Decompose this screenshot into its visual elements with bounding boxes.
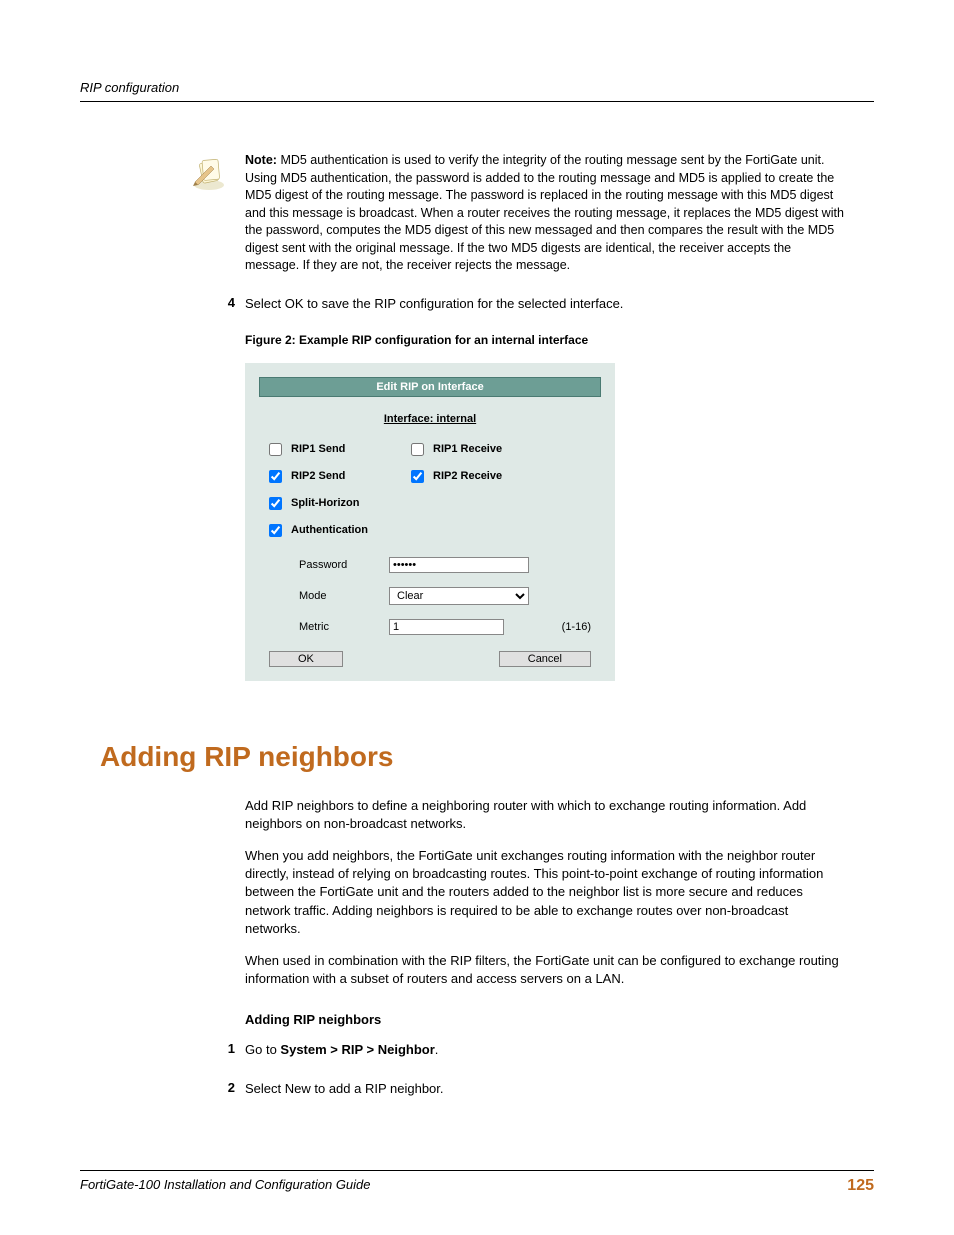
section-p2: When you add neighbors, the FortiGate un… (245, 847, 845, 938)
rip2-recv-label: RIP2 Receive (433, 470, 553, 482)
metric-input[interactable] (389, 619, 504, 635)
note-label: Note: (245, 153, 277, 167)
dialog-subtitle: Interface: internal (259, 413, 601, 425)
rip2-recv-checkbox[interactable] (411, 470, 424, 483)
note-text: Note: MD5 authentication is used to veri… (245, 152, 845, 275)
section-heading: Adding RIP neighbors (100, 741, 874, 773)
step-1-bold: System > RIP > Neighbor (280, 1042, 434, 1057)
rip1-send-label: RIP1 Send (291, 443, 411, 455)
note-body: MD5 authentication is used to verify the… (245, 153, 844, 272)
footer-doc-title: FortiGate-100 Installation and Configura… (80, 1177, 371, 1195)
step-2-number: 2 (205, 1080, 245, 1095)
page-footer: FortiGate-100 Installation and Configura… (80, 1170, 874, 1195)
step-1-post: . (435, 1042, 439, 1057)
mode-select[interactable]: Clear (389, 587, 529, 605)
page-number: 125 (847, 1177, 874, 1195)
sub-heading: Adding RIP neighbors (245, 1012, 845, 1027)
rip-dialog-figure: Edit RIP on Interface Interface: interna… (245, 363, 615, 681)
footer-rule (80, 1170, 874, 1171)
section-p1: Add RIP neighbors to define a neighborin… (245, 797, 845, 833)
step-2-text: Select New to add a RIP neighbor. (245, 1080, 444, 1098)
rip1-send-checkbox[interactable] (269, 443, 282, 456)
step-4-text: Select OK to save the RIP configuration … (245, 295, 623, 313)
step-4-row: 4 Select OK to save the RIP configuratio… (245, 295, 845, 313)
running-header: RIP configuration (80, 80, 874, 95)
cancel-button[interactable]: Cancel (499, 651, 591, 667)
dialog-title: Edit RIP on Interface (259, 377, 601, 397)
authentication-checkbox[interactable] (269, 524, 282, 537)
rip1-recv-label: RIP1 Receive (433, 443, 553, 455)
mode-label: Mode (299, 590, 389, 602)
rip2-send-checkbox[interactable] (269, 470, 282, 483)
section-p3: When used in combination with the RIP fi… (245, 952, 845, 988)
note-block: Note: MD5 authentication is used to veri… (245, 152, 845, 275)
note-icon (189, 152, 229, 192)
rip1-recv-checkbox[interactable] (411, 443, 424, 456)
header-rule (80, 101, 874, 102)
rip2-send-label: RIP2 Send (291, 470, 411, 482)
password-label: Password (299, 559, 389, 571)
ok-button[interactable]: OK (269, 651, 343, 667)
split-horizon-checkbox[interactable] (269, 497, 282, 510)
metric-range: (1-16) (562, 621, 591, 633)
authentication-label: Authentication (291, 524, 411, 536)
step-1-text: Go to System > RIP > Neighbor. (245, 1041, 438, 1059)
password-input[interactable] (389, 557, 529, 573)
step-1-row: 1 Go to System > RIP > Neighbor. (245, 1041, 845, 1059)
step-1-number: 1 (205, 1041, 245, 1056)
step-2-row: 2 Select New to add a RIP neighbor. (245, 1080, 845, 1098)
metric-label: Metric (299, 621, 389, 633)
figure-caption: Figure 2: Example RIP configuration for … (245, 333, 845, 347)
step-1-pre: Go to (245, 1042, 280, 1057)
step-4-number: 4 (205, 295, 245, 310)
split-horizon-label: Split-Horizon (291, 497, 411, 509)
